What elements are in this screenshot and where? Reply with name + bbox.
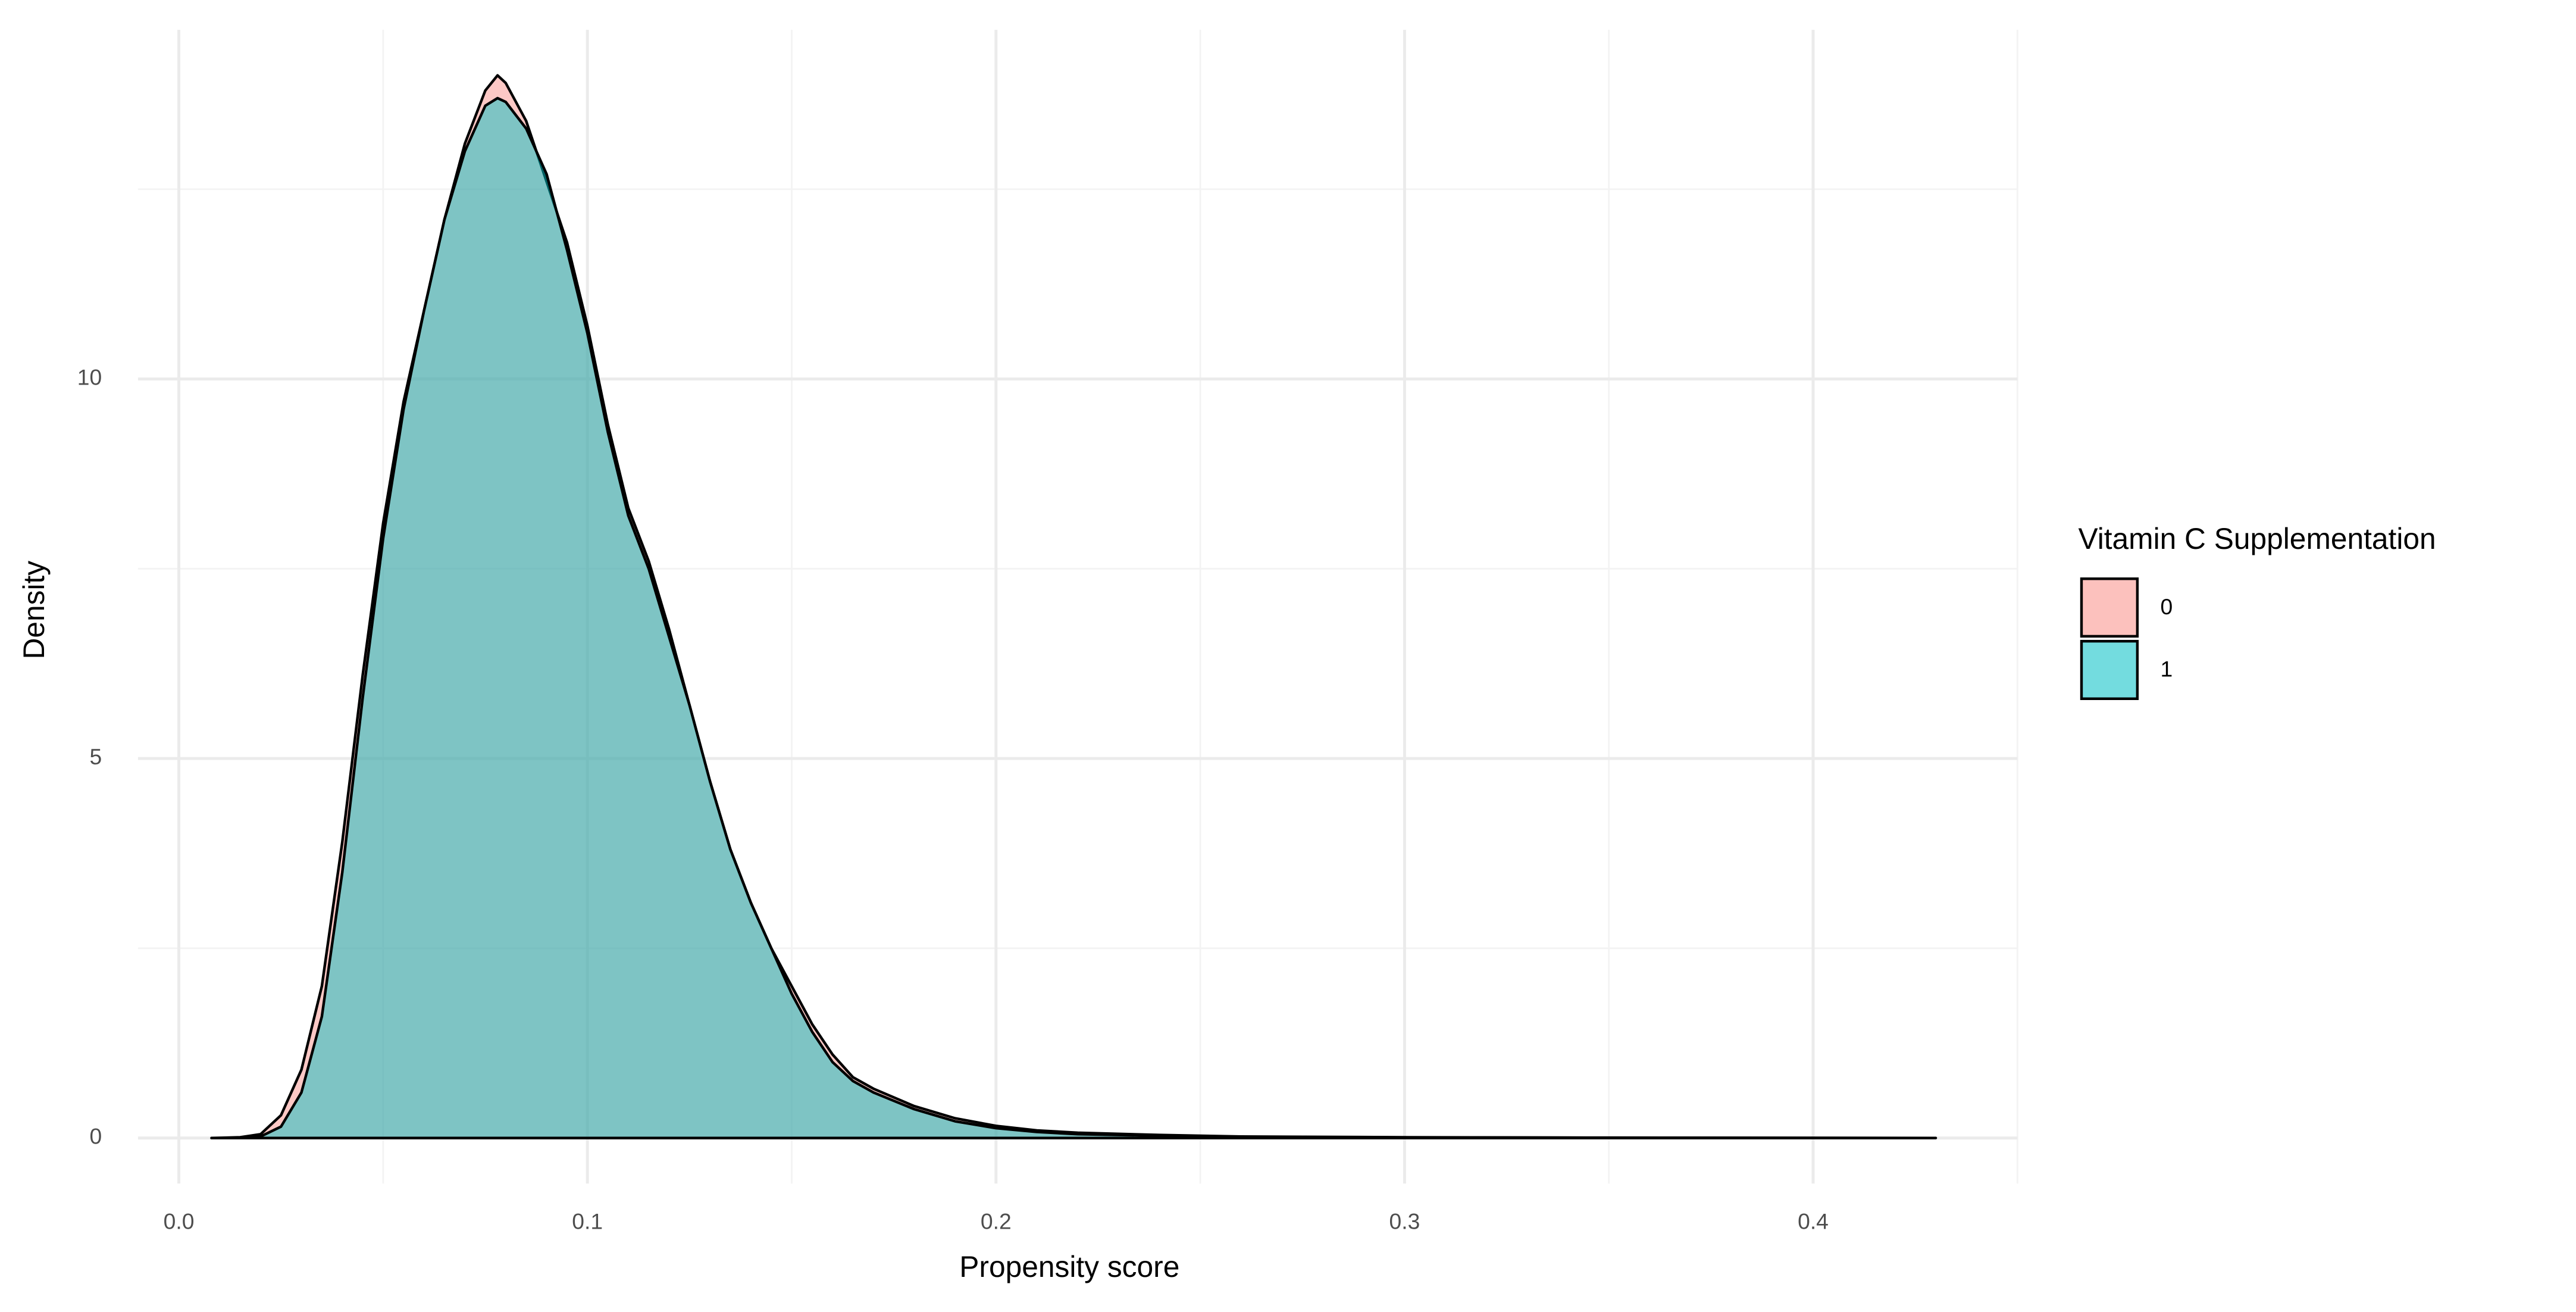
x-tick-label: 0.3 bbox=[1389, 1208, 1420, 1233]
y-tick-label: 5 bbox=[89, 744, 102, 769]
legend-title: Vitamin C Supplementation bbox=[2078, 522, 2436, 555]
x-axis-title: Propensity score bbox=[959, 1250, 1179, 1283]
x-tick-label: 0.1 bbox=[572, 1208, 603, 1233]
legend-label: 1 bbox=[2161, 657, 2173, 682]
x-tick-label: 0.2 bbox=[981, 1208, 1012, 1233]
legend-label: 0 bbox=[2161, 594, 2173, 619]
y-tick-label: 0 bbox=[89, 1124, 102, 1149]
y-tick-label: 10 bbox=[77, 364, 102, 389]
x-tick-label: 0.0 bbox=[164, 1208, 195, 1233]
density-area bbox=[210, 96, 1938, 1139]
y-axis-title: Density bbox=[17, 561, 51, 660]
x-tick-label: 0.4 bbox=[1798, 1208, 1829, 1233]
legend-key bbox=[2080, 639, 2139, 700]
legend-key bbox=[2080, 577, 2139, 638]
